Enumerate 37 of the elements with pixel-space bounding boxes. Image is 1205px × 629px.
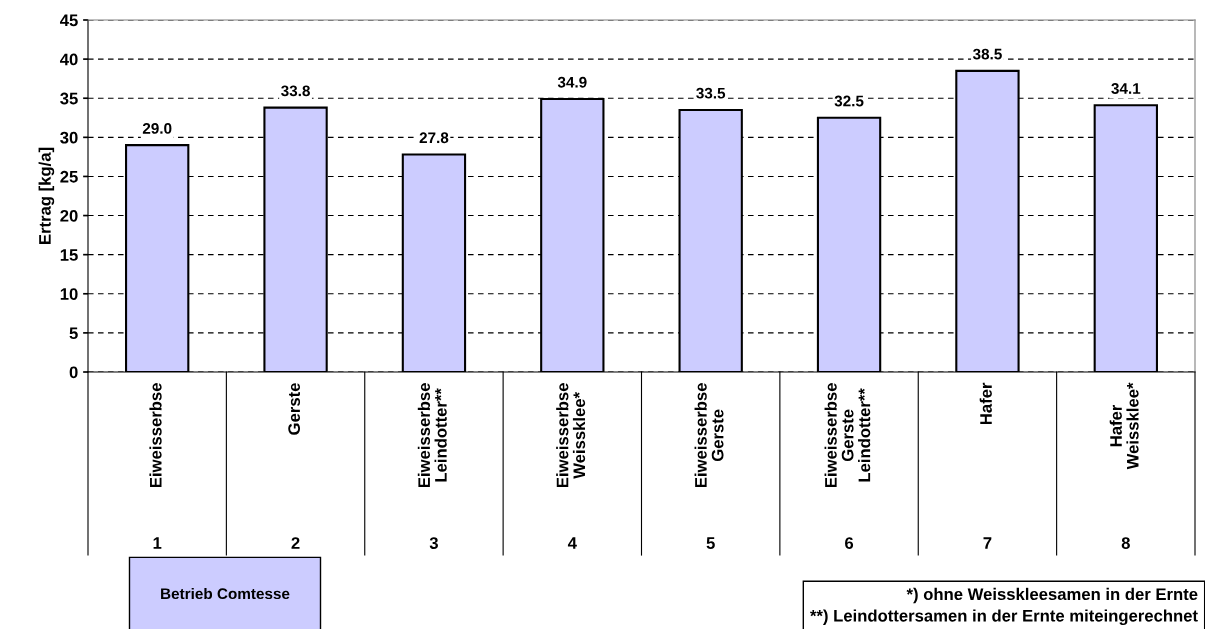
y-tick-label: 0 xyxy=(69,366,78,379)
y-tick-label: 15 xyxy=(60,249,78,261)
text: 7 xyxy=(983,537,992,549)
data-label: 29.0 xyxy=(142,122,172,134)
x-tick-label: Gerste xyxy=(288,383,301,435)
data-label: 32.5 xyxy=(834,95,864,107)
y-tick-label: 45 xyxy=(59,14,78,27)
text: 5 xyxy=(706,537,715,549)
data-label: 27.8 xyxy=(419,132,449,144)
y-tick-label: 40 xyxy=(59,53,78,66)
x-tick-label: Eiweisserbse Weissklee* xyxy=(556,383,586,488)
y-tick-label: 20 xyxy=(60,209,78,222)
text: 1 xyxy=(153,537,162,549)
data-label: 33.5 xyxy=(696,87,726,99)
y-tick-label: 35 xyxy=(60,92,78,105)
text: 2 xyxy=(291,537,300,549)
text: 8 xyxy=(1121,537,1130,549)
x-tick-label: Hafer Weissklee* xyxy=(1109,382,1139,470)
text: *) ohne Weisskleesamen in der Ernte **) Leindottersamen in der Ernte miteingerechnet xyxy=(810,587,1198,625)
y-tick-label: 10 xyxy=(60,288,78,300)
data-label: 33.8 xyxy=(281,85,310,97)
x-tick-label: Eiweisserbse Leindotter** xyxy=(417,383,447,488)
text: 3 xyxy=(429,537,438,549)
x-tick-label: Eiweisserbse Gerste xyxy=(694,383,724,488)
data-label: 34.9 xyxy=(557,76,587,88)
text: Betrieb Comtesse xyxy=(161,587,290,600)
x-tick-label: Eiweisserbse xyxy=(149,383,162,488)
y-axis-title: Ertrag [kg/a] xyxy=(38,147,55,244)
y-tick-label: 25 xyxy=(60,170,78,183)
data-label: 38.5 xyxy=(972,48,1002,60)
y-tick-label: 30 xyxy=(60,131,78,144)
y-tick-label: 5 xyxy=(69,327,78,340)
x-tick-label: Hafer xyxy=(979,382,992,425)
data-label: 34.1 xyxy=(1111,83,1141,94)
text: 6 xyxy=(845,537,854,549)
x-tick-label: Eiweisserbse Gerste Leindotter** xyxy=(824,383,871,488)
text: 4 xyxy=(567,537,577,549)
